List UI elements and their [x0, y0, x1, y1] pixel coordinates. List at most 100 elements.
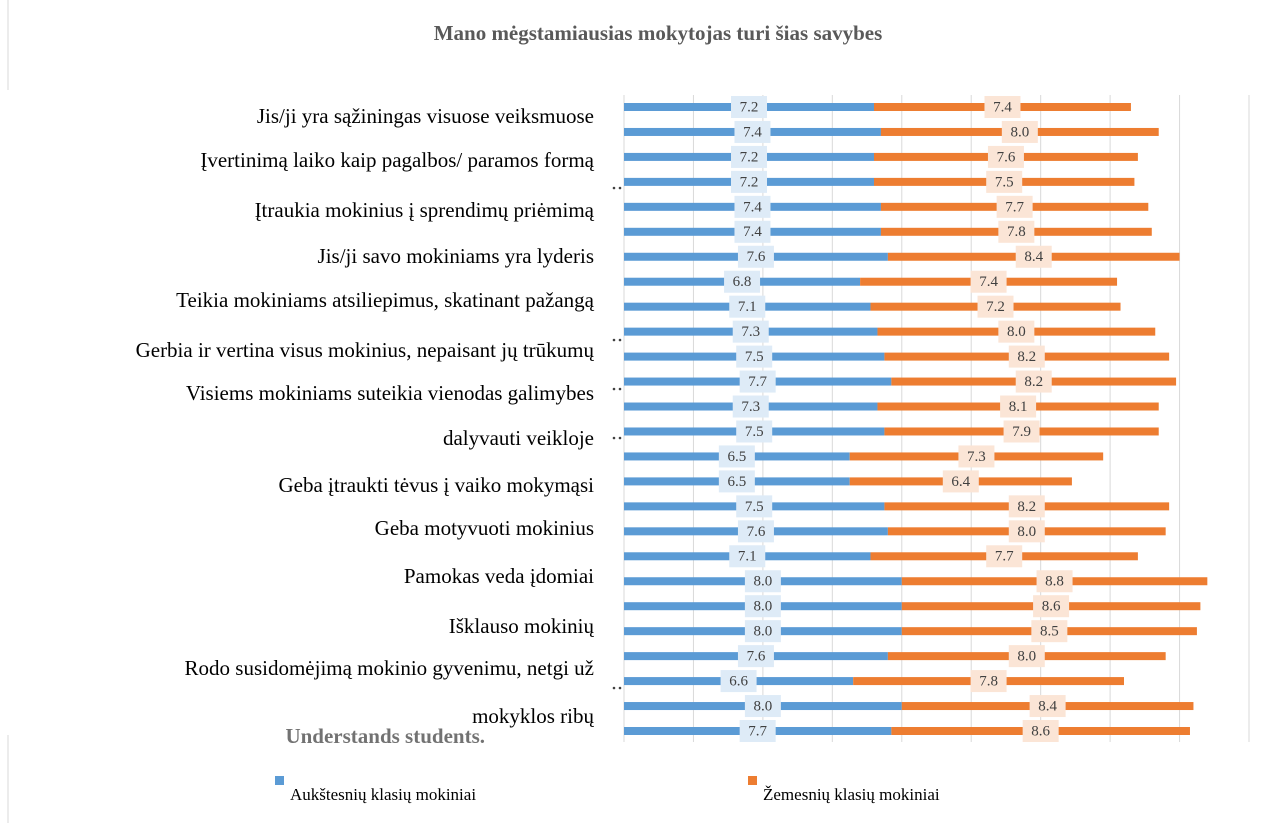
category-label: Gerbia ir vertina visus mokinius, nepais…	[136, 338, 595, 362]
data-label: 7.7	[1005, 199, 1024, 215]
data-label-bg	[1003, 420, 1040, 443]
data-label: 7.5	[745, 349, 764, 365]
data-label-bg	[1015, 370, 1052, 393]
data-label: 8.5	[1040, 624, 1059, 640]
data-label: 7.5	[745, 424, 764, 440]
data-label: 8.0	[1010, 124, 1029, 140]
data-label: 8.1	[1009, 399, 1028, 415]
data-label: 7.4	[743, 199, 762, 215]
data-label-bg	[737, 520, 774, 543]
data-label: 8.0	[754, 698, 773, 714]
data-label: 7.3	[967, 449, 986, 465]
legend-swatch	[748, 776, 757, 785]
data-label-bg	[724, 270, 761, 293]
data-label-bg	[1008, 345, 1045, 368]
data-label-bg	[1033, 595, 1070, 618]
data-label-bg	[1036, 570, 1073, 593]
category-label: Pamokas veda įdomiai	[404, 564, 594, 588]
data-label: 8.4	[1038, 698, 1057, 714]
data-label: 7.7	[748, 374, 767, 390]
data-label-bg	[977, 295, 1014, 318]
data-label-bg	[942, 470, 979, 493]
data-label-bg	[1029, 695, 1066, 718]
data-label: 7.4	[993, 99, 1012, 115]
data-label-bg	[737, 245, 774, 268]
data-label: 7.5	[995, 174, 1014, 190]
data-label-bg	[737, 645, 774, 668]
data-label-bg	[731, 170, 767, 193]
data-label-bg	[739, 370, 776, 393]
category-label: Rodo susidomėjimą mokinio gyvenimu, netg…	[185, 656, 594, 680]
data-label: 6.6	[729, 674, 748, 690]
category-label: Išklauso mokinių	[449, 614, 595, 638]
data-label: 8.0	[1017, 524, 1036, 540]
data-label: 7.6	[747, 249, 766, 265]
legend-swatch	[275, 776, 284, 785]
data-label: 8.0	[1007, 324, 1026, 340]
data-label-bg	[744, 620, 781, 643]
data-label: 6.4	[951, 474, 970, 490]
data-label-bg	[1008, 520, 1045, 543]
data-label: 8.2	[1017, 499, 1036, 515]
data-label: 7.7	[748, 723, 767, 739]
data-label-bg	[1022, 720, 1059, 742]
data-label: 7.6	[747, 649, 766, 665]
data-label-bg	[732, 320, 769, 343]
data-label: 8.6	[1031, 723, 1050, 739]
data-label-bg	[970, 270, 1007, 293]
data-label: 7.2	[740, 174, 759, 190]
data-label-bg	[731, 96, 767, 118]
data-label: 7.2	[740, 99, 759, 115]
data-label: 7.4	[743, 124, 762, 140]
data-label: 7.4	[979, 274, 998, 290]
data-label-bg	[1031, 620, 1068, 643]
data-label-bg	[731, 145, 767, 168]
data-label-bg	[996, 195, 1033, 218]
data-label-bg	[744, 695, 781, 718]
data-label-bg	[736, 345, 773, 368]
data-label-bg	[986, 545, 1023, 568]
data-label: 7.8	[979, 674, 998, 690]
data-label-bg	[744, 570, 781, 593]
data-label-bg	[958, 445, 995, 468]
data-label-bg	[739, 720, 776, 742]
data-label-bg	[1015, 245, 1052, 268]
data-label-bg	[1001, 120, 1038, 143]
data-label-bg	[744, 595, 781, 618]
hidden-label: Understands students.	[285, 724, 485, 748]
data-label-bg	[987, 145, 1024, 168]
data-label-bg	[998, 220, 1035, 243]
data-label: 7.8	[1007, 224, 1026, 240]
data-label: 7.6	[747, 524, 766, 540]
dots	[612, 186, 622, 690]
data-label: 8.0	[1017, 649, 1036, 665]
data-label: 8.2	[1017, 349, 1036, 365]
data-label: 7.2	[740, 149, 759, 165]
data-label: 7.9	[1012, 424, 1031, 440]
data-label: 7.3	[741, 399, 760, 415]
data-label-bg	[734, 220, 771, 243]
data-label: 7.4	[743, 224, 762, 240]
category-label: Teikia mokiniams atsiliepimus, skatinant…	[176, 288, 595, 312]
data-label-bg	[998, 320, 1035, 343]
data-label: 8.0	[754, 599, 773, 615]
data-label: 8.0	[754, 624, 773, 640]
data-label-bg	[736, 495, 773, 518]
category-label: Jis/ji yra sąžiningas visuose veiksmuose	[257, 104, 594, 128]
category-label: Geba įtraukti tėvus į vaiko mokymąsi	[278, 473, 594, 497]
data-label-bg	[1008, 645, 1045, 668]
data-label: 6.5	[727, 474, 746, 490]
data-label: 6.8	[733, 274, 752, 290]
data-label: 8.0	[754, 574, 773, 590]
category-label: Jis/ji savo mokiniams yra lyderis	[318, 244, 594, 268]
data-label-bg	[732, 395, 769, 418]
data-label: 7.6	[997, 149, 1016, 165]
data-label-bg	[734, 195, 771, 218]
data-label-bg	[736, 420, 773, 443]
category-label: Geba motyvuoti mokinius	[375, 516, 594, 540]
category-label: Įtraukia mokinius į sprendimų priėmimą	[255, 198, 595, 222]
data-label-bg	[718, 470, 755, 493]
data-label-bg	[986, 170, 1023, 193]
data-label: 7.1	[738, 299, 757, 315]
